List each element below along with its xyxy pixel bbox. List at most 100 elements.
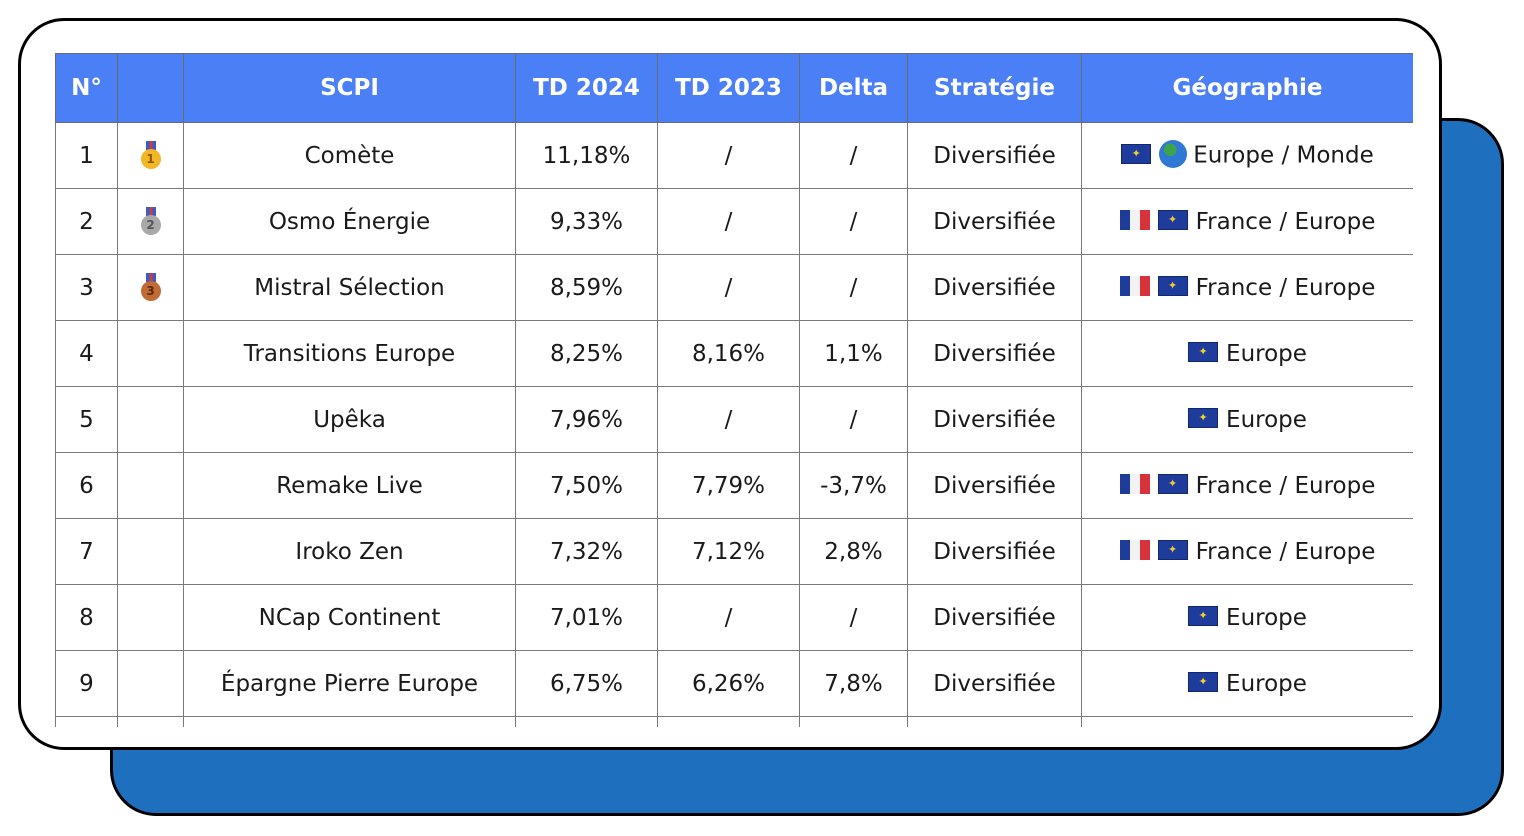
eu-flag-icon xyxy=(1188,408,1219,428)
td2023-value: 6,26% xyxy=(657,650,800,717)
empty-cell xyxy=(657,716,800,727)
eu-flag-icon xyxy=(1188,342,1219,362)
td2024-value: 8,25% xyxy=(515,320,658,387)
geographie-cell: France / Europe xyxy=(1081,518,1413,585)
geographie-cell: Europe / Monde xyxy=(1081,122,1413,189)
header-strategie: Stratégie xyxy=(907,53,1082,123)
geographie-label: Europe xyxy=(1226,406,1307,433)
france-flag-icon xyxy=(1119,540,1150,560)
scpi-name: Upêka xyxy=(183,386,516,453)
rank-number: 4 xyxy=(55,320,118,387)
header-delta: Delta xyxy=(799,53,908,123)
scpi-name: Mistral Sélection xyxy=(183,254,516,321)
delta-value: -3,7% xyxy=(799,452,908,519)
geographie-label: France / Europe xyxy=(1195,538,1376,565)
table-card: N° SCPI TD 2024 TD 2023 Delta Stratégie … xyxy=(18,18,1442,750)
header-scpi: SCPI xyxy=(183,53,516,123)
delta-value: 7,8% xyxy=(799,650,908,717)
empty-cell xyxy=(515,716,658,727)
header-medal xyxy=(117,53,184,123)
td2023-value: 7,12% xyxy=(657,518,800,585)
empty-cell xyxy=(117,716,184,727)
geographie-cell: Europe xyxy=(1081,386,1413,453)
td2023-value: / xyxy=(657,386,800,453)
td2023-value: / xyxy=(657,188,800,255)
table-header-row: N° SCPI TD 2024 TD 2023 Delta Stratégie … xyxy=(55,53,1413,123)
scpi-name: Remake Live xyxy=(183,452,516,519)
td2024-value: 7,01% xyxy=(515,584,658,651)
delta-value: / xyxy=(799,188,908,255)
scpi-name: NCap Continent xyxy=(183,584,516,651)
scpi-name: Épargne Pierre Europe xyxy=(183,650,516,717)
rank-number: 1 xyxy=(55,122,118,189)
table-row: 4 Transitions Europe 8,25% 8,16% 1,1% Diversi… xyxy=(55,320,1413,387)
eu-flag-icon xyxy=(1157,276,1188,296)
medal-cell xyxy=(117,452,184,519)
empty-cell xyxy=(799,716,908,727)
geographie-label: Europe xyxy=(1226,604,1307,631)
eu-flag-icon xyxy=(1188,606,1219,626)
rank-number: 8 xyxy=(55,584,118,651)
scpi-name: Transitions Europe xyxy=(183,320,516,387)
td2023-value: 8,16% xyxy=(657,320,800,387)
medal-cell xyxy=(117,650,184,717)
table-container: N° SCPI TD 2024 TD 2023 Delta Stratégie … xyxy=(55,53,1413,727)
td2024-value: 7,32% xyxy=(515,518,658,585)
france-flag-icon xyxy=(1119,276,1150,296)
geographie-label: Europe xyxy=(1226,670,1307,697)
delta-value: 2,8% xyxy=(799,518,908,585)
td2024-value: 9,33% xyxy=(515,188,658,255)
strategie-value: Diversifiée xyxy=(907,122,1082,189)
td2024-value: 8,59% xyxy=(515,254,658,321)
table-row: 9 Épargne Pierre Europe 6,75% 6,26% 7,8% Dive… xyxy=(55,650,1413,717)
header-geographie: Géographie xyxy=(1081,53,1413,123)
medal-cell: 3 xyxy=(117,254,184,321)
delta-value: / xyxy=(799,584,908,651)
geographie-label: Europe xyxy=(1226,340,1307,367)
strategie-value: Diversifiée xyxy=(907,188,1082,255)
medal-cell: 2 xyxy=(117,188,184,255)
medal-cell xyxy=(117,386,184,453)
empty-cell xyxy=(183,716,516,727)
delta-value: / xyxy=(799,122,908,189)
scpi-name: Comète xyxy=(183,122,516,189)
medal-cell xyxy=(117,584,184,651)
strategie-value: Diversifiée xyxy=(907,584,1082,651)
geographie-cell: France / Europe xyxy=(1081,254,1413,321)
td2024-value: 11,18% xyxy=(515,122,658,189)
delta-value: / xyxy=(799,254,908,321)
france-flag-icon xyxy=(1119,474,1150,494)
eu-flag-icon xyxy=(1188,672,1219,692)
geographie-cell: France / Europe xyxy=(1081,452,1413,519)
rank-number: 2 xyxy=(55,188,118,255)
delta-value: 1,1% xyxy=(799,320,908,387)
eu-flag-icon xyxy=(1121,143,1152,164)
header-td2023: TD 2023 xyxy=(657,53,800,123)
medal-cell: 1 xyxy=(117,122,184,189)
td2023-value: / xyxy=(657,254,800,321)
geographie-cell: Europe xyxy=(1081,320,1413,387)
geographie-cell: France / Europe xyxy=(1081,188,1413,255)
geographie-cell: Europe xyxy=(1081,650,1413,717)
empty-cell xyxy=(55,716,118,727)
strategie-value: Diversifiée xyxy=(907,254,1082,321)
td2024-value: 7,96% xyxy=(515,386,658,453)
empty-cell xyxy=(907,716,1082,727)
eu-flag-icon xyxy=(1157,540,1188,560)
table-row-partial xyxy=(55,716,1413,727)
delta-value: / xyxy=(799,386,908,453)
strategie-value: Diversifiée xyxy=(907,386,1082,453)
eu-flag-icon xyxy=(1157,210,1188,230)
header-td2024: TD 2024 xyxy=(515,53,658,123)
strategie-value: Diversifiée xyxy=(907,518,1082,585)
rank-number: 3 xyxy=(55,254,118,321)
td2024-value: 7,50% xyxy=(515,452,658,519)
globe-icon xyxy=(1159,139,1188,168)
header-number: N° xyxy=(55,53,118,123)
